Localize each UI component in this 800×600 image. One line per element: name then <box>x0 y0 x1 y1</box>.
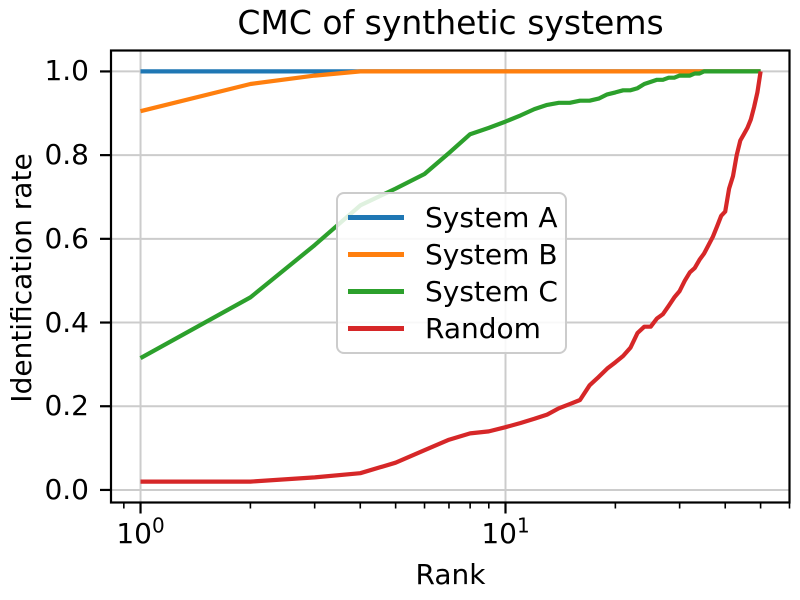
legend-item-system-b: System B <box>348 237 558 271</box>
x-tick-label: 100 <box>116 513 165 550</box>
legend-label-system-c: System C <box>425 274 558 308</box>
legend-line-random <box>348 326 404 331</box>
legend: System A System B System C Random <box>336 192 567 354</box>
x-tick-label: 101 <box>481 513 530 550</box>
legend-label-random: Random <box>425 311 541 345</box>
curve-system-c <box>139 69 761 360</box>
legend-label-system-b: System B <box>425 237 558 271</box>
y-tick-label: 0.2 <box>44 389 89 423</box>
y-tick-label: 1.0 <box>44 54 89 88</box>
y-axis-label: Identification rate <box>5 153 38 403</box>
legend-item-system-c: System C <box>348 274 558 308</box>
axes-spines <box>109 49 791 504</box>
legend-line-system-b <box>348 252 404 257</box>
y-tick-label: 0.6 <box>44 221 89 255</box>
y-tick-label: 0.8 <box>44 138 89 172</box>
curve-random <box>140 71 763 484</box>
legend-item-random: Random <box>348 311 555 345</box>
y-tick-label: 0.4 <box>44 305 89 339</box>
legend-item-system-a: System A <box>348 200 558 234</box>
legend-label-system-a: System A <box>425 200 558 234</box>
x-axis-label: Rank <box>415 558 486 591</box>
legend-line-system-a <box>348 215 404 220</box>
legend-line-system-c <box>348 289 404 294</box>
y-tick-label: 0.0 <box>44 472 89 506</box>
chart-title: CMC of synthetic systems <box>237 3 664 42</box>
